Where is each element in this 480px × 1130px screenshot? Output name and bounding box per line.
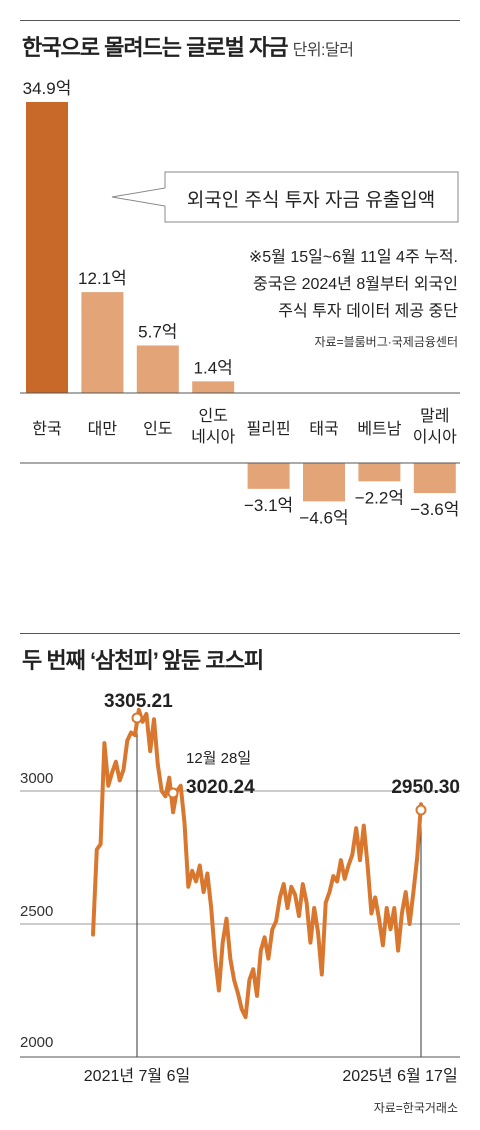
category-label-7: 말레 이시아 — [413, 407, 457, 446]
callout-text: 외국인 주식 투자 자금 유출입액 — [187, 189, 435, 211]
bar-3 — [192, 381, 235, 393]
y-tick-2000: 2000 — [20, 1034, 53, 1051]
peak-label: 3305.21 — [104, 691, 173, 712]
bar-4 — [247, 463, 290, 489]
category-label-2: 인도 — [143, 420, 172, 438]
bar-value-label-3: 1.4억 — [194, 358, 233, 377]
chart1-unit: 단위:달러 — [292, 42, 354, 59]
chart2-source: 자료=한국거래소 — [374, 1101, 458, 1115]
note-line-2: 중국은 2024년 8월부터 외국인 — [253, 275, 458, 293]
dec28-sublabel: 12월 28일 — [186, 750, 251, 767]
x-label-end: 2025년 6월 17일 — [342, 1067, 457, 1085]
x-label-start: 2021년 7월 6일 — [84, 1067, 190, 1085]
peak-marker — [131, 712, 143, 724]
bar-1 — [81, 292, 124, 393]
category-label-5: 태국 — [309, 420, 338, 438]
bar-2 — [136, 345, 179, 393]
chart1-title-block: 한국으로 몰려드는 글로벌 자금 단위:달러 — [22, 30, 354, 62]
note-line-1: ※5월 15일~6월 11일 4주 누적. — [249, 248, 458, 266]
bar-value-label-6: −2.2억 — [355, 488, 404, 507]
category-label-3: 인도 네시아 — [191, 407, 235, 446]
y-tick-3000: 3000 — [20, 770, 53, 787]
category-label-4: 필리핀 — [247, 420, 291, 438]
dec28-label: 3020.24 — [186, 777, 255, 798]
bar-value-label-5: −4.6억 — [299, 508, 348, 527]
bar-value-label-4: −3.1억 — [244, 496, 293, 515]
note-line-3: 주식 투자 데이터 제공 중단 — [278, 302, 458, 320]
chart1-title: 한국으로 몰려드는 글로벌 자금 — [22, 35, 288, 60]
bar-value-label-2: 5.7억 — [138, 322, 177, 341]
chart2-title: 두 번째 ‘삼천피’ 앞둔 코스피 — [22, 648, 264, 673]
last-label: 2950.30 — [391, 777, 460, 798]
bar-0 — [26, 102, 68, 393]
dec28-marker — [167, 787, 179, 799]
bar-7 — [413, 463, 456, 494]
bar-value-label-0: 34.9억 — [23, 79, 72, 98]
callout-bubble — [111, 171, 459, 223]
bar-value-label-7: −3.6억 — [410, 500, 459, 519]
category-label-0: 한국 — [32, 420, 61, 438]
bar-6 — [358, 463, 401, 482]
bar-value-label-1: 12.1억 — [78, 269, 127, 288]
y-tick-2500: 2500 — [20, 903, 53, 920]
top-rule-1 — [20, 20, 460, 21]
line-chart: 2000 2500 3000 3305.21 12월 28일 3020.24 295… — [20, 691, 460, 1115]
bar-5 — [303, 463, 345, 502]
category-label-6: 베트남 — [357, 420, 401, 438]
chart1-source: 자료=블룸버그·국제금융센터 — [315, 335, 459, 349]
top-rule-2 — [20, 633, 460, 634]
kospi-series-line — [91, 707, 423, 1020]
last-marker — [415, 804, 427, 816]
category-label-1: 대만 — [88, 420, 118, 438]
